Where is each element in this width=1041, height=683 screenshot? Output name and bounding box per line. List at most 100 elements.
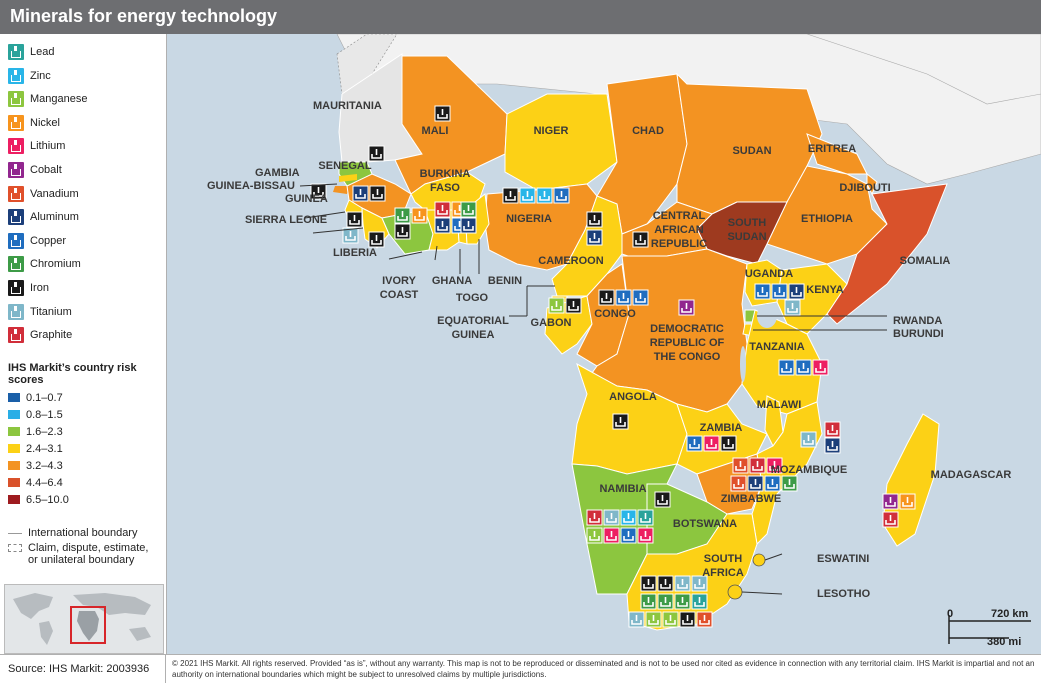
zinc-icon [536,187,553,204]
locator-inset-map [4,584,164,654]
locator-highlight-box [70,606,106,644]
legend-label: Zinc [30,69,51,82]
titanium-icon [691,575,708,592]
country-somalia [826,183,948,325]
risk-legend-item: 2.4–3.1 [8,441,63,456]
lithium-icon [766,457,783,474]
country-label-democratic-republic-of-the-congo: DEMOCRATIC REPUBLIC OF THE CONGO [650,323,725,363]
zinc-icon [519,187,536,204]
copper-icon [686,435,703,452]
international-boundary-label: International boundary [28,527,138,539]
copper-icon [754,283,771,300]
country-guinea-bissau [333,186,349,194]
chromium-icon [394,207,411,224]
legend-lithium: Lithium [8,137,65,155]
mineral-icon-markers [310,105,916,628]
iron-icon [368,231,385,248]
copper-icon [795,359,812,376]
copper-icon [620,527,637,544]
risk-label: 4.4–6.4 [26,476,63,489]
copper-icon [615,289,632,306]
vanadium-icon [730,475,747,492]
lithium-icon [603,527,620,544]
middle-east-land [806,34,1041,105]
copyright-text: © 2021 IHS Markit. All rights reserved. … [172,659,1035,679]
iron-icon [657,575,674,592]
risk-legend-title: IHS Markit’s country risk scores [8,362,137,386]
zinc-icon [8,67,24,84]
iron-icon [612,413,629,430]
iron-icon [598,289,615,306]
aluminum-icon [747,475,764,492]
claim-boundary-label: Claim, dispute, estimate, or unilateral … [28,542,149,566]
legend-label: Cobalt [30,164,62,176]
copper-icon [778,359,795,376]
legend-manganese: Manganese [8,90,88,108]
iron-icon [640,575,657,592]
titanium-icon [603,509,620,526]
titanium-icon [784,299,801,316]
leader-lines [299,183,887,595]
country-label-uganda: UGANDA [745,268,793,280]
copper-icon [764,475,781,492]
chromium-icon [460,201,477,218]
country-label-zimbabwe: ZIMBABWE [721,493,782,505]
legend-label: Copper [30,234,67,247]
legend-panel: Lead Zinc Manganese Nickel Lithium Cobalt Vana… [0,34,167,654]
country-label-tanzania: TANZANIA [749,341,804,353]
titanium-icon [628,611,645,628]
lithium-icon [812,359,829,376]
iron-icon [654,491,671,508]
source-bar: Source: IHS Markit: 2003936 [0,654,166,683]
risk-legend-item: 0.1–0.7 [8,390,63,405]
country-label-chad: CHAD [632,125,664,137]
lead-icon [8,44,24,60]
nickel-icon [8,114,24,131]
country-label-gabon: GABON [531,317,572,329]
claim-boundary-icon [8,544,22,552]
country-label-congo: CONGO [594,308,636,320]
cobalt-icon [882,493,899,510]
country-label-ivory-coast: IVORY COAST [380,275,419,301]
lithium-icon [637,527,654,544]
country-lesotho [727,584,743,600]
legend-nickel: Nickel [8,114,60,132]
scale-bar: 0 720 km 0 380 mi [947,608,1031,648]
graphite-icon [749,457,766,474]
risk-swatch [8,444,20,453]
country-label-djibouti: DJIBOUTI [839,182,890,194]
titanium-icon [674,575,691,592]
legend-cobalt: Cobalt [8,161,62,179]
risk-legend-item: 1.6–2.3 [8,424,63,439]
chromium-icon [781,475,798,492]
title-bar: Minerals for energy technology [0,0,1041,34]
country-label-ghana: GHANA [432,275,472,287]
manganese-icon [645,611,662,628]
country-cameroon [551,195,623,297]
country-label-equatorial-guinea: EQUATORIAL GUINEA [437,315,509,341]
chromium-icon [657,593,674,610]
country-label-burkina-faso: BURKINA FASO [420,168,471,194]
cobalt-icon [678,299,695,316]
legend-label: Titanium [30,305,72,318]
country-label-guinea-bissau: GUINEA-BISSAU [207,180,295,192]
nickel-icon [411,207,428,224]
country-gambia [339,174,357,182]
aluminum-icon [788,283,805,300]
legend-label: Aluminum [30,211,79,224]
risk-legend-item: 0.8–1.5 [8,407,63,422]
iron-icon [394,223,411,240]
country-label-guinea: GUINEA [285,193,328,205]
nickel-icon [899,493,916,510]
vanadium-icon [696,611,713,628]
country-label-lesotho: LESOTHO [817,588,871,600]
cobalt-icon [8,162,24,178]
legend-label: Vanadium [30,187,79,200]
risk-label: 6.5–10.0 [26,493,69,506]
country-label-ethiopia: ETHIOPIA [801,213,853,225]
scale-mi-label: 380 mi [987,636,1021,648]
vanadium-icon [732,457,749,474]
country-label-benin: BENIN [488,275,522,287]
legend-zinc: Zinc [8,67,51,85]
country-label-sudan: SUDAN [732,145,771,157]
